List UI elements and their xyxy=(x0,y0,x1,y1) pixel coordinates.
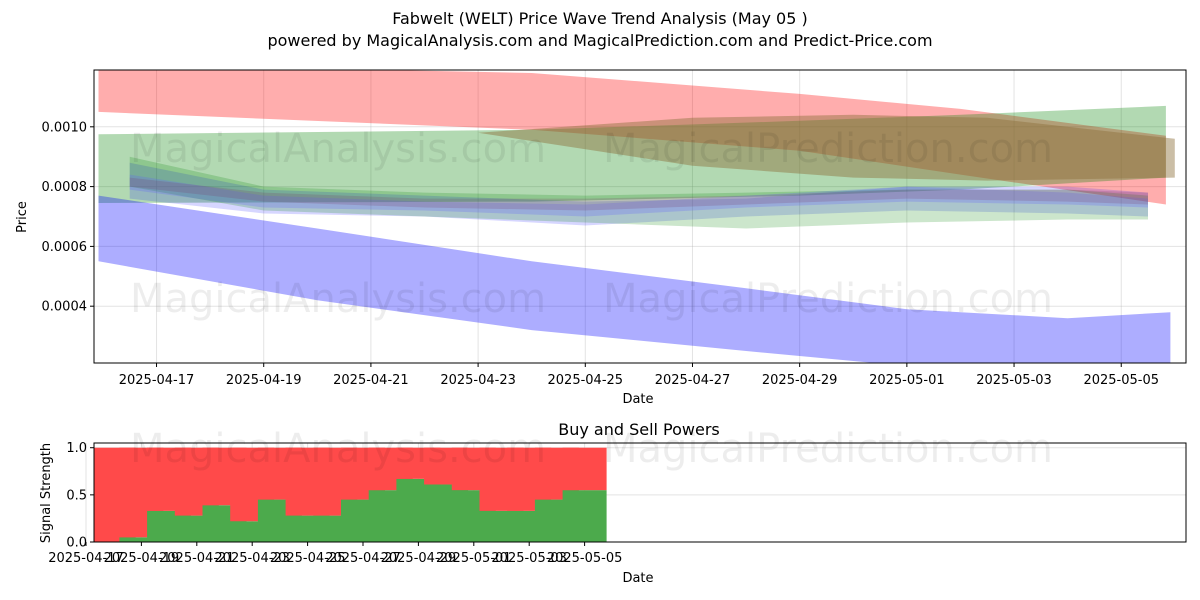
price-x-axis-label: Date xyxy=(622,392,653,407)
price-x-tick-label: 2025-04-29 xyxy=(762,373,838,388)
price-wave-cluster xyxy=(129,177,1148,211)
powers-x-tick-label: 2025-04-19 xyxy=(104,551,180,566)
price-grid xyxy=(94,70,1186,363)
price-wave-cluster xyxy=(129,174,1148,217)
powers-x-tick-label: 2025-05-03 xyxy=(491,551,567,566)
powers-plot-area xyxy=(94,447,607,542)
price-wave-cluster xyxy=(129,162,1148,226)
price-y-tick-label: 0.0006 xyxy=(42,240,88,255)
price-x-tick-label: 2025-04-25 xyxy=(548,373,624,388)
powers-ticks: 2025-04-172025-04-192025-04-212025-04-23… xyxy=(48,441,622,566)
price-wave-band xyxy=(98,195,1171,363)
price-x-tick-label: 2025-04-21 xyxy=(333,373,409,388)
sell-power-bar xyxy=(562,447,607,491)
price-x-tick-label: 2025-05-01 xyxy=(869,373,945,388)
powers-title: Buy and Sell Powers xyxy=(558,420,720,439)
price-plot-area xyxy=(98,70,1175,363)
price-ticks: 2025-04-17 2025-04-19 2025-04-21 2025-04-23… xyxy=(42,120,1160,388)
powers-x-tick-label: 2025-04-21 xyxy=(159,551,235,566)
price-x-tick-label: 2025-05-03 xyxy=(976,373,1052,388)
chart-subtitle: powered by MagicalAnalysis.com and Magic… xyxy=(267,31,933,50)
price-x-tick-label: 2025-04-17 xyxy=(119,373,195,388)
price-wave-band xyxy=(478,114,1175,181)
price-y-axis-label: Price xyxy=(15,201,30,233)
powers-x-tick-label: 2025-04-29 xyxy=(381,551,457,566)
price-wave-band xyxy=(98,105,1166,203)
price-watermarks: MagicalAnalysis.com MagicalPrediction.com… xyxy=(130,126,1053,322)
buy-power-bar xyxy=(562,490,607,542)
price-y-tick-label: 0.0004 xyxy=(42,300,88,315)
watermark-text: MagicalPrediction.com xyxy=(603,426,1053,472)
watermark-text: MagicalAnalysis.com xyxy=(130,276,546,322)
powers-x-tick-label: 2025-04-27 xyxy=(325,551,401,566)
price-x-tick-label: 2025-04-27 xyxy=(655,373,731,388)
powers-watermarks: MagicalAnalysis.com MagicalPrediction.com xyxy=(130,426,1053,472)
watermark-text: MagicalAnalysis.com xyxy=(130,126,546,172)
price-axes-frame xyxy=(93,69,1187,364)
price-x-tick-label: 2025-04-19 xyxy=(226,373,302,388)
powers-y-tick-label: 0.0 xyxy=(66,536,87,551)
powers-y-tick-label: 1.0 xyxy=(66,441,87,456)
powers-y-axis-label: Signal Strength xyxy=(39,443,54,543)
powers-x-tick-label: 2025-04-25 xyxy=(270,551,346,566)
powers-x-tick-label: 2025-04-17 xyxy=(48,551,124,566)
powers-x-tick-label: 2025-05-05 xyxy=(547,551,623,566)
price-wave-cluster xyxy=(129,156,1148,229)
powers-y-tick-label: 0.5 xyxy=(66,488,87,503)
price-y-tick-label: 0.0010 xyxy=(42,120,88,135)
powers-x-tick-label: 2025-04-23 xyxy=(214,551,290,566)
buy-power-bar xyxy=(119,537,164,542)
price-x-tick-label: 2025-04-23 xyxy=(440,373,516,388)
watermark-text: MagicalPrediction.com xyxy=(603,126,1053,172)
watermark-text: MagicalAnalysis.com xyxy=(130,426,546,472)
powers-x-tick-label: 2025-05-01 xyxy=(436,551,512,566)
powers-x-axis-label: Date xyxy=(622,571,653,586)
powers-axes-frame xyxy=(93,442,1187,543)
watermark-text: MagicalPrediction.com xyxy=(603,276,1053,322)
price-y-tick-label: 0.0008 xyxy=(42,180,88,195)
price-wave-band xyxy=(98,70,1166,205)
price-x-tick-label: 2025-05-05 xyxy=(1083,373,1159,388)
chart-title: Fabwelt (WELT) Price Wave Trend Analysis… xyxy=(392,9,808,28)
